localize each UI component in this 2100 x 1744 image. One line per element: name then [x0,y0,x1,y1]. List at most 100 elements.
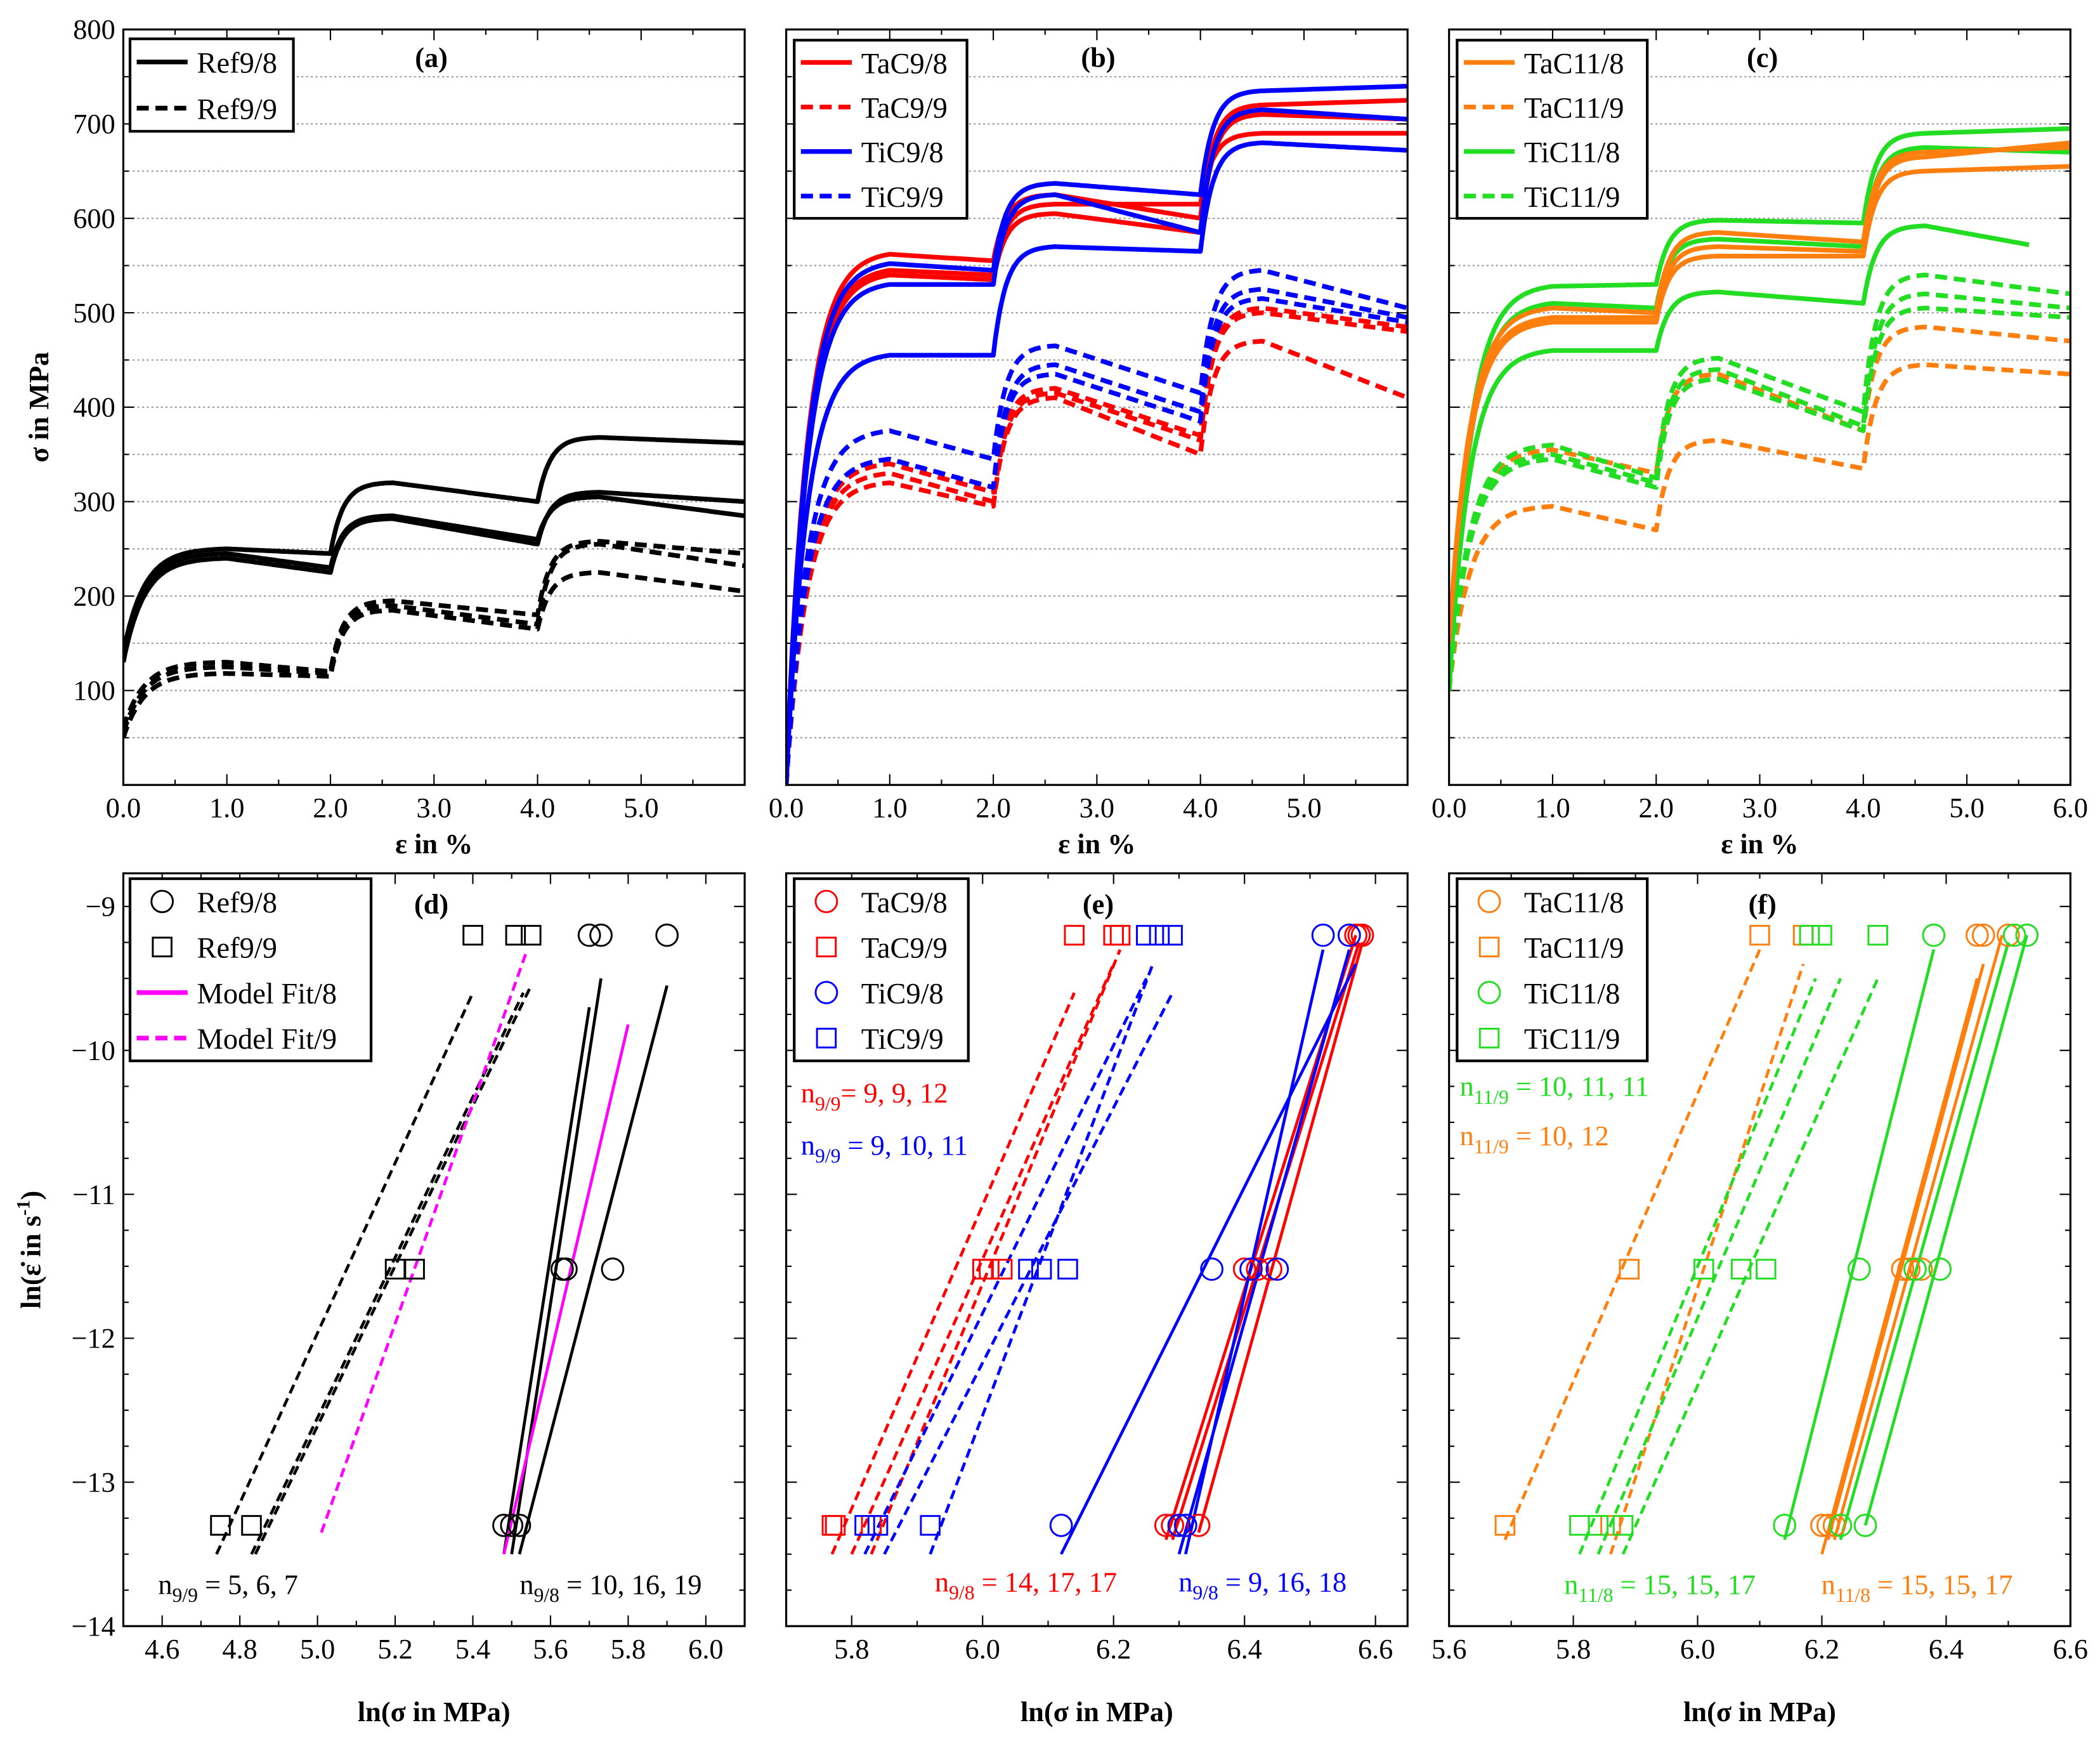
annotation-text: = 10, 16, 19 [559,1569,701,1601]
panel-e: 5.8 6.0 6.2 6.4 6.6ln(σ in MPa)n9/9= 9, 9, 1… [785,872,1409,1728]
panel-label: (a) [415,42,448,74]
marker-circle [1200,1257,1223,1281]
legend-item: Ref9/9 [136,93,277,126]
annotation: n9/8 = 10, 16, 19 [519,1569,701,1607]
series-line-tic11-9 [1449,305,2071,691]
x-tick-label: 6.0 [1680,1633,1715,1665]
legend-label: TaC11/8 [1524,48,1624,80]
marker-circle [1822,1514,1846,1537]
annotation-text: = 9, 9, 12 [840,1077,948,1109]
marker-circle [1167,1514,1191,1537]
x-tick-label: 4.8 [222,1633,257,1665]
legend-square-icon [1478,1028,1500,1049]
legend-item: TaC9/8 [814,887,948,919]
plot-frame [122,28,746,786]
plot-area [821,923,1374,1555]
x-tick-label: 1.0 [872,792,907,823]
panel-label: (c) [1747,42,1778,74]
annotation-sub: 9/9 [815,1145,840,1167]
y-tick-label: −11 [72,1178,115,1210]
plot-area [1494,923,2039,1555]
x-tick-label: 4.6 [145,1633,179,1665]
legend-label: TaC11/9 [1524,933,1624,965]
marker-circle [1816,1514,1840,1537]
x-tick-label: 6.0 [2053,792,2088,823]
fit-line-tac9-9 [830,992,1076,1555]
annotation-sub: 9/8 [1192,1582,1218,1604]
y-tick-label: −12 [71,1322,115,1354]
plot-area [786,84,1408,785]
fit-line-tic11-9 [1578,978,1817,1555]
x-tick-label: 3.0 [417,792,452,823]
fit-line-ref9-9 [254,985,533,1555]
y-axis-label-close: ) [15,1191,47,1200]
panel-d: 4.6 4.8 5.0 5.2 5.4 5.6 5.8 6.0 −9 −10 −11 −12 −13 −1… [14,872,746,1728]
y-tick-label: 200 [73,580,115,612]
x-tick-label: 6.2 [1804,1633,1839,1665]
legend-label: TiC11/9 [1524,1023,1620,1056]
legend-label: Ref9/9 [197,933,277,965]
marker-square [1811,924,1832,946]
series-line-tic9-9 [786,268,1408,785]
legend-item: Model Fit/8 [136,978,337,1010]
y-tick-label: 500 [73,297,115,329]
legend-item: Model Fit/9 [136,1023,337,1056]
annotation: n9/9= 9, 9, 12 [801,1077,948,1115]
x-tick-label: 1.0 [209,792,244,823]
x-tick-label: 3.0 [1079,792,1114,823]
y-tick-label: 100 [73,674,115,706]
legend-item: TaC9/9 [800,93,948,125]
marker-square [1619,1259,1640,1280]
series-line-tac11-9 [1449,324,2071,691]
x-tick-label: 4.0 [520,792,555,823]
plot-frame [1448,28,2071,786]
y-tick-label: 400 [73,391,115,423]
series-line-tac9-9 [786,339,1408,785]
marker-circle [577,923,601,947]
annotation-base: n [1460,1070,1474,1102]
panel-a: 0.0 1.0 2.0 3.0 4.0 5.0 100 200 300 400 500 600 700 8… [23,13,746,860]
fit-line-tac9-9 [850,963,1115,1555]
legend-label: TiC9/9 [861,1023,944,1056]
x-tick-label: 6.4 [1227,1633,1262,1665]
plot-frame [785,872,1409,1627]
legend: TaC11/8 TaC11/9 TiC11/8 TiC11/9 [1456,877,1649,1063]
legend-circle-icon [1477,981,1501,1004]
legend-item: Ref9/9 [152,933,277,965]
legend-item: TiC9/9 [816,1023,944,1056]
annotation: n9/8 = 14, 17, 17 [935,1566,1117,1604]
legend-item: TaC11/8 [1463,48,1624,80]
marker-square [1162,924,1183,946]
marker-circle [1853,1514,1877,1537]
legend-item: TaC9/9 [816,933,948,965]
x-tick-label: 5.0 [1286,792,1321,823]
x-tick-label: 6.6 [1358,1633,1393,1665]
y-tick-label: 600 [73,202,115,234]
y-axis-label-main: ln(ε̇ in s [15,1216,47,1309]
marker-square [979,1259,1000,1280]
marker-circle [1259,1257,1282,1281]
annotation-text: = 15, 15, 17 [1614,1569,1756,1601]
panel-b: 0.0 1.0 2.0 3.0 4.0 5.0ε in %(b)TaC9/8TaC9/9T… [769,28,1409,860]
marker-circle [1810,1514,1834,1537]
plot-frame [122,872,746,1627]
marker-square [462,924,483,946]
x-tick-label: 0.0 [106,792,141,823]
annotation-base: n [1460,1120,1474,1151]
legend-item: TaC9/8 [800,48,948,80]
x-tick-label: 2.0 [975,792,1010,823]
marker-circle [1187,1514,1211,1537]
annotation-base: n [935,1566,949,1597]
x-tick-label: 5.6 [1432,1633,1466,1665]
y-axis-label: σ in MPa [23,352,55,462]
legend-label: TaC9/9 [861,933,948,965]
marker-square [1064,924,1085,946]
y-tick-label: 800 [73,13,115,45]
x-tick-label: 3.0 [1742,792,1777,823]
marker-circle [1847,1257,1871,1281]
legend-label: TiC11/9 [1524,181,1620,214]
annotation-text: = 14, 17, 17 [975,1566,1117,1597]
x-tick-label: 5.4 [455,1633,490,1665]
legend-label: TiC9/8 [861,978,944,1010]
series-line-tac11-9 [1449,362,2071,691]
